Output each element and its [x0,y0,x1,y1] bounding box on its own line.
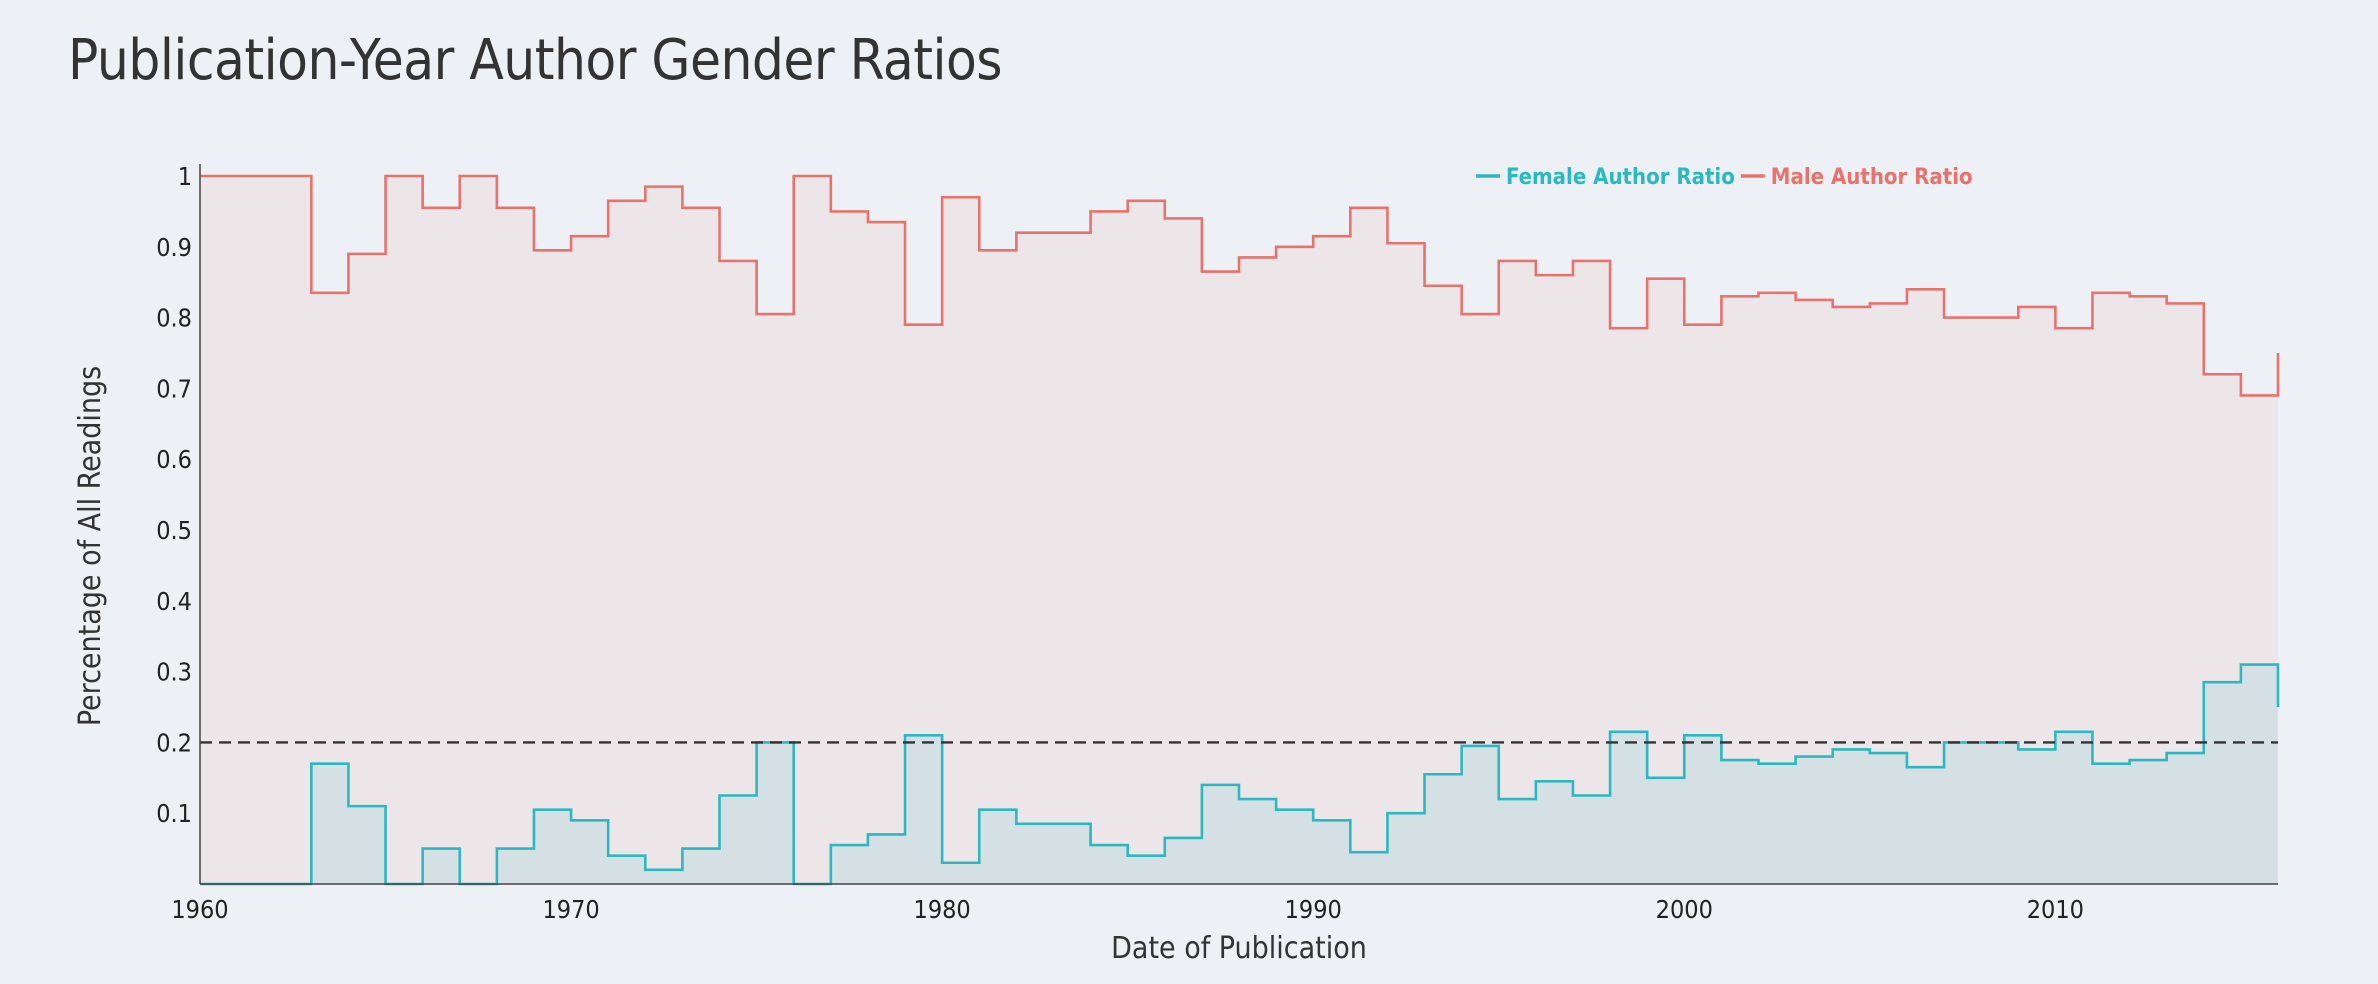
series-line-female [200,663,2280,886]
y-tick-label: 0.1 [156,799,192,828]
y-tick-label: 0.5 [156,516,192,545]
y-tick-label: 0.2 [156,728,192,757]
series-lines [200,174,2280,886]
series-area-male [200,176,2278,884]
legend-label: Male Author Ratio [1771,165,1973,190]
series-areas [200,176,2278,884]
x-tick-label: 2000 [1656,895,1713,924]
x-tick-label: 2010 [2027,895,2084,924]
chart-title: Publication-Year Author Gender Ratios [68,28,1003,93]
y-tick-label: 0.7 [156,374,192,403]
legend-item-female: Female Author Ratio [1476,165,1735,190]
y-axis-title: Percentage of All Readings [73,366,108,726]
y-tick-label: 0.6 [156,445,192,474]
x-tick-label: 1980 [914,895,971,924]
x-tick-label: 1970 [542,895,599,924]
y-tick-labels: 0.1 0.2 0.3 0.4 0.5 0.6 0.7 0.8 0.9 1 [156,162,192,828]
legend: Female Author Ratio Male Author Ratio [1476,165,1973,190]
axes [199,164,2278,885]
y-tick-label: 0.4 [156,587,192,616]
y-tick-label: 0.3 [156,658,192,687]
x-axis-title: Date of Publication [1111,931,1367,966]
x-tick-labels: 1960 1970 1980 1990 2000 2010 [171,895,2084,924]
y-tick-label: 0.9 [156,233,192,262]
legend-item-male: Male Author Ratio [1740,165,1973,190]
x-tick-label: 1960 [171,895,228,924]
x-tick-label: 1990 [1285,895,1342,924]
y-tick-label: 1 [178,162,192,191]
y-tick-label: 0.8 [156,304,192,333]
legend-label: Female Author Ratio [1506,165,1735,190]
series-line-male [200,174,2280,397]
